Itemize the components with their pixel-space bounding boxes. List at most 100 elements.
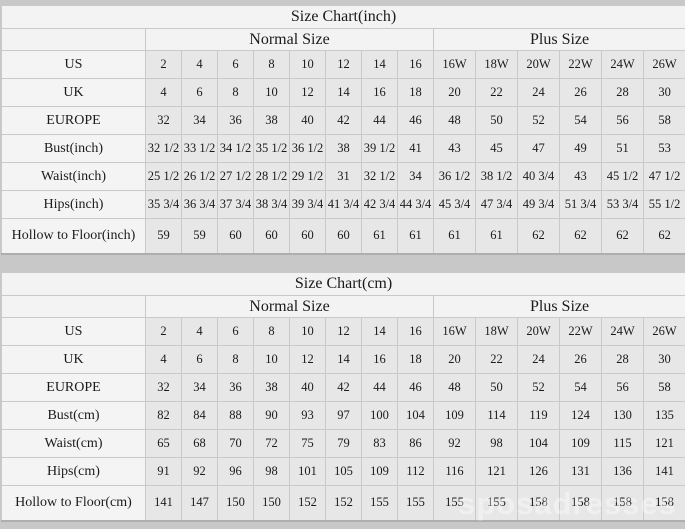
size-cell: 54 xyxy=(559,373,602,402)
size-cell: 34 1/2 xyxy=(217,134,254,163)
size-cell: 101 xyxy=(289,457,326,486)
size-cell: 35 3/4 xyxy=(145,190,182,219)
size-cell: 51 xyxy=(601,134,644,163)
size-cell: 34 xyxy=(181,106,218,135)
size-cell: 8 xyxy=(253,317,290,346)
size-cell: 136 xyxy=(601,457,644,486)
size-cell: 12 xyxy=(325,317,362,346)
size-cell: 56 xyxy=(601,373,644,402)
size-cell: 48 xyxy=(433,373,476,402)
size-cell: 47 1/2 xyxy=(642,162,685,191)
row-label: US xyxy=(1,50,146,79)
size-cell: 75 xyxy=(289,429,326,458)
size-cell: 32 xyxy=(145,373,182,402)
size-cell: 62 xyxy=(517,218,560,254)
size-cell: 30 xyxy=(642,78,685,107)
size-cell: 24 xyxy=(517,345,560,374)
size-cell: 72 xyxy=(253,429,290,458)
size-cell: 82 xyxy=(145,401,182,430)
table-row: US 2 4 6 8 10 12 14 16 16W 18W 20W 22W 24W 26W xyxy=(1,317,685,346)
size-cell: 60 xyxy=(217,218,254,254)
size-cell: 98 xyxy=(475,429,518,458)
table-row: Hollow to Floor(inch) 59 59 60 60 60 60 61 61 61 6… xyxy=(1,218,685,254)
size-cell: 104 xyxy=(517,429,560,458)
table-row: Bust(inch) 32 1/2 33 1/2 34 1/2 35 1/2 36 1/2… xyxy=(1,134,685,163)
size-cell: 27 1/2 xyxy=(217,162,254,191)
size-cell: 24W xyxy=(601,317,644,346)
size-cell: 60 xyxy=(253,218,290,254)
size-cell: 47 3/4 xyxy=(475,190,518,219)
size-cell: 52 xyxy=(517,106,560,135)
group-header-plus-size: Plus Size xyxy=(432,28,685,51)
size-cell: 10 xyxy=(253,345,290,374)
size-cell: 49 xyxy=(559,134,602,163)
table-row: UK 4 6 8 10 12 14 16 18 20 22 24 26 28 30 xyxy=(1,78,685,107)
row-label: Hips(cm) xyxy=(1,457,146,486)
size-cell: 116 xyxy=(433,457,476,486)
size-cell: 14 xyxy=(325,345,362,374)
size-cell: 38 xyxy=(253,373,290,402)
size-cell: 49 3/4 xyxy=(517,190,560,219)
table-title: Size Chart(inch) xyxy=(0,5,685,29)
size-cell: 38 1/2 xyxy=(475,162,518,191)
size-cell: 126 xyxy=(517,457,560,486)
row-label: Bust(cm) xyxy=(1,401,146,430)
size-cell: 18W xyxy=(475,50,518,79)
size-cell: 42 3/4 xyxy=(361,190,398,219)
size-cell: 4 xyxy=(145,78,182,107)
size-cell: 96 xyxy=(217,457,254,486)
size-cell: 16 xyxy=(397,317,434,346)
size-cell: 10 xyxy=(289,317,326,346)
size-cell: 46 xyxy=(397,373,434,402)
size-cell: 58 xyxy=(642,373,685,402)
size-cell: 33 1/2 xyxy=(181,134,218,163)
row-label: Bust(inch) xyxy=(1,134,146,163)
size-cell: 46 xyxy=(397,106,434,135)
size-cell: 14 xyxy=(361,50,398,79)
row-label: Waist(inch) xyxy=(1,162,146,191)
size-cell: 20 xyxy=(433,345,476,374)
size-cell: 155 xyxy=(475,485,518,521)
size-cell: 135 xyxy=(642,401,685,430)
size-cell: 158 xyxy=(517,485,560,521)
size-cell: 109 xyxy=(559,429,602,458)
size-cell: 25 1/2 xyxy=(145,162,182,191)
size-cell: 12 xyxy=(289,345,326,374)
size-cell: 6 xyxy=(181,78,218,107)
size-cell: 36 1/2 xyxy=(289,134,326,163)
size-cell: 35 1/2 xyxy=(253,134,290,163)
size-cell: 4 xyxy=(145,345,182,374)
size-cell: 98 xyxy=(253,457,290,486)
size-cell: 41 3/4 xyxy=(325,190,362,219)
size-cell: 31 xyxy=(325,162,362,191)
size-cell: 16W xyxy=(433,317,476,346)
size-cell: 28 xyxy=(601,78,644,107)
size-cell: 58 xyxy=(642,106,685,135)
size-cell: 141 xyxy=(642,457,685,486)
size-cell: 38 xyxy=(253,106,290,135)
size-cell: 14 xyxy=(361,317,398,346)
size-cell: 29 1/2 xyxy=(289,162,326,191)
size-cell: 50 xyxy=(475,373,518,402)
size-cell: 32 1/2 xyxy=(145,134,182,163)
size-cell: 83 xyxy=(361,429,398,458)
size-cell: 36 xyxy=(217,373,254,402)
corner-cell xyxy=(1,295,146,318)
size-cell: 18W xyxy=(475,317,518,346)
size-cell: 16W xyxy=(433,50,476,79)
corner-cell xyxy=(1,28,146,51)
size-cell: 18 xyxy=(397,345,434,374)
size-cell: 60 xyxy=(289,218,326,254)
size-cell: 61 xyxy=(361,218,398,254)
size-cell: 32 1/2 xyxy=(361,162,398,191)
size-cell: 26W xyxy=(642,317,685,346)
row-label: EUROPE xyxy=(1,106,146,135)
size-cell: 56 xyxy=(601,106,644,135)
size-cell: 62 xyxy=(559,218,602,254)
size-cell: 22W xyxy=(559,50,602,79)
size-cell: 45 xyxy=(475,134,518,163)
size-cell: 36 3/4 xyxy=(181,190,218,219)
row-label: Hips(inch) xyxy=(1,190,146,219)
size-cell: 97 xyxy=(325,401,362,430)
size-cell: 37 3/4 xyxy=(217,190,254,219)
